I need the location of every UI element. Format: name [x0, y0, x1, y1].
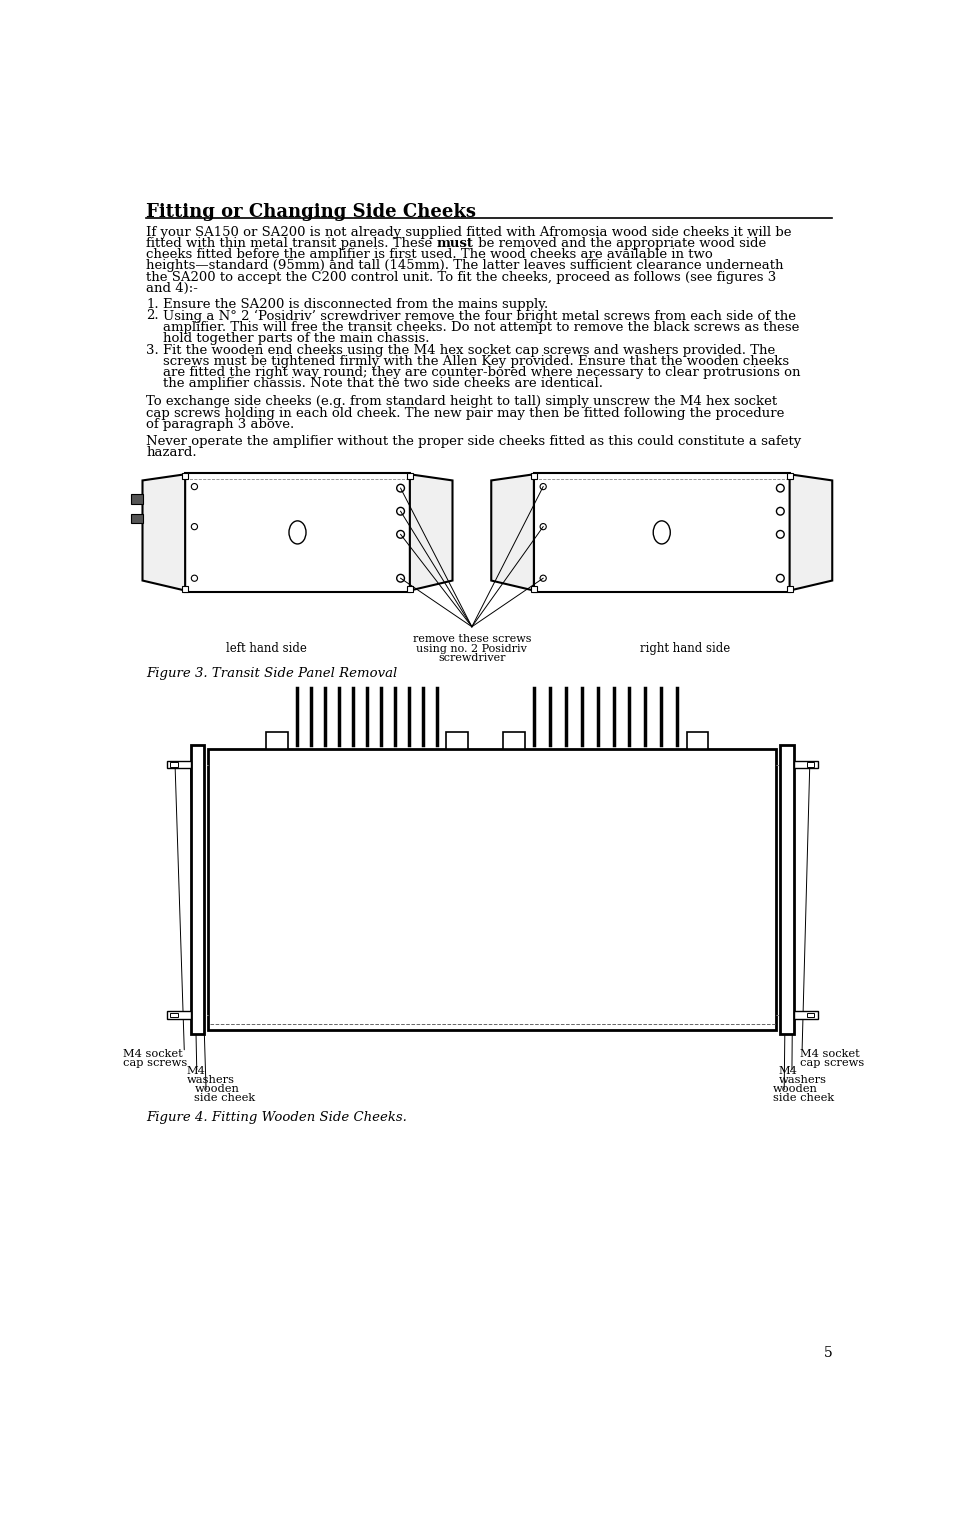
- Circle shape: [192, 483, 197, 490]
- Text: cheeks fitted before the amplifier is first used. The wood cheeks are available : cheeks fitted before the amplifier is fi…: [146, 248, 713, 262]
- Text: hazard.: hazard.: [146, 447, 196, 459]
- Circle shape: [192, 575, 197, 581]
- Circle shape: [776, 531, 783, 539]
- Text: and 4):-: and 4):-: [146, 282, 198, 295]
- Ellipse shape: [653, 520, 670, 545]
- Text: washers: washers: [187, 1076, 234, 1085]
- Bar: [785, 586, 792, 592]
- Polygon shape: [410, 474, 452, 591]
- Bar: [794, 1011, 817, 1019]
- Ellipse shape: [289, 520, 306, 545]
- Bar: [171, 762, 178, 767]
- Polygon shape: [491, 474, 534, 591]
- Bar: [806, 762, 814, 767]
- Bar: [185, 473, 410, 592]
- Text: Fit the wooden end cheeks using the M4 hex socket cap screws and washers provide: Fit the wooden end cheeks using the M4 h…: [163, 344, 775, 356]
- Circle shape: [539, 575, 546, 581]
- Bar: [182, 473, 188, 479]
- Bar: [530, 473, 537, 479]
- Bar: [167, 760, 191, 768]
- Bar: [191, 745, 204, 1034]
- Bar: [502, 733, 524, 750]
- Circle shape: [396, 508, 404, 516]
- Circle shape: [776, 485, 783, 493]
- Text: washers: washers: [778, 1076, 826, 1085]
- Polygon shape: [142, 474, 185, 591]
- Text: To exchange side cheeks (e.g. from standard height to tall) simply unscrew the M: To exchange side cheeks (e.g. from stand…: [146, 395, 777, 409]
- Text: remove these screws: remove these screws: [413, 635, 531, 644]
- Text: cap screws: cap screws: [123, 1057, 187, 1068]
- Bar: [266, 733, 288, 750]
- Text: 5: 5: [822, 1346, 831, 1360]
- Text: M4: M4: [187, 1066, 205, 1077]
- Circle shape: [396, 531, 404, 539]
- Text: side cheek: side cheek: [194, 1092, 255, 1103]
- Bar: [167, 1011, 191, 1019]
- Bar: [686, 733, 707, 750]
- Bar: [806, 1013, 814, 1017]
- Bar: [208, 750, 776, 1030]
- Bar: [131, 494, 143, 503]
- Text: cap screws holding in each old cheek. The new pair may then be fitted following : cap screws holding in each old cheek. Th…: [146, 407, 784, 419]
- Circle shape: [776, 574, 783, 581]
- Text: Using a N° 2 ‘Posidriv’ screwdriver remove the four bright metal screws from eac: Using a N° 2 ‘Posidriv’ screwdriver remo…: [163, 309, 796, 323]
- Text: wooden: wooden: [772, 1085, 817, 1094]
- Text: amplifier. This will free the transit cheeks. Do not attempt to remove the black: amplifier. This will free the transit ch…: [163, 321, 799, 334]
- Bar: [530, 586, 537, 592]
- Bar: [794, 760, 817, 768]
- Polygon shape: [789, 474, 831, 591]
- Text: cap screws: cap screws: [799, 1057, 863, 1068]
- Text: side cheek: side cheek: [772, 1092, 833, 1103]
- Bar: [406, 473, 413, 479]
- Text: using no. 2 Posidriv: using no. 2 Posidriv: [416, 644, 527, 653]
- Text: screws must be tightened firmly with the Allen Key provided. Ensure that the woo: screws must be tightened firmly with the…: [163, 355, 789, 367]
- Text: be removed and the appropriate wood side: be removed and the appropriate wood side: [474, 237, 765, 249]
- Text: M4 socket: M4 socket: [799, 1050, 859, 1059]
- Text: the amplifier chassis. Note that the two side cheeks are identical.: the amplifier chassis. Note that the two…: [163, 378, 603, 390]
- Circle shape: [776, 508, 783, 516]
- Text: must: must: [436, 237, 474, 249]
- Circle shape: [396, 574, 404, 581]
- Text: are fitted the right way round; they are counter-bored where necessary to clear : are fitted the right way round; they are…: [163, 366, 801, 379]
- Text: Fitting or Changing Side Cheeks: Fitting or Changing Side Cheeks: [146, 203, 476, 220]
- Bar: [446, 733, 468, 750]
- Text: screwdriver: screwdriver: [437, 653, 505, 662]
- Bar: [534, 473, 789, 592]
- Bar: [406, 586, 413, 592]
- Text: 1.: 1.: [146, 297, 159, 311]
- Text: heights—standard (95mm) and tall (145mm). The latter leaves sufficient clearance: heights—standard (95mm) and tall (145mm)…: [146, 260, 783, 272]
- Text: Ensure the SA200 is disconnected from the mains supply.: Ensure the SA200 is disconnected from th…: [163, 297, 548, 311]
- Text: hold together parts of the main chassis.: hold together parts of the main chassis.: [163, 332, 430, 344]
- Circle shape: [396, 485, 404, 493]
- Text: fitted with thin metal transit panels. These: fitted with thin metal transit panels. T…: [146, 237, 436, 249]
- Text: 3.: 3.: [146, 344, 159, 356]
- Text: Never operate the amplifier without the proper side cheeks fitted as this could : Never operate the amplifier without the …: [146, 435, 801, 448]
- Text: the SA200 to accept the C200 control unit. To fit the cheeks, proceed as follows: the SA200 to accept the C200 control uni…: [146, 271, 776, 283]
- Circle shape: [539, 483, 546, 490]
- Text: 2.: 2.: [146, 309, 159, 323]
- Bar: [131, 514, 143, 523]
- Text: M4: M4: [778, 1066, 797, 1077]
- Bar: [171, 1013, 178, 1017]
- Circle shape: [539, 523, 546, 529]
- Text: Figure 4. Fitting Wooden Side Cheeks.: Figure 4. Fitting Wooden Side Cheeks.: [146, 1111, 407, 1125]
- Text: Figure 3. Transit Side Panel Removal: Figure 3. Transit Side Panel Removal: [146, 667, 397, 679]
- Bar: [780, 745, 794, 1034]
- Bar: [182, 586, 188, 592]
- Text: of paragraph 3 above.: of paragraph 3 above.: [146, 418, 294, 430]
- Text: right hand side: right hand side: [639, 643, 729, 655]
- Bar: [785, 473, 792, 479]
- Text: left hand side: left hand side: [226, 643, 307, 655]
- Text: M4 socket: M4 socket: [123, 1050, 183, 1059]
- Circle shape: [192, 523, 197, 529]
- Text: wooden: wooden: [194, 1085, 239, 1094]
- Text: If your SA150 or SA200 is not already supplied fitted with Afromosia wood side c: If your SA150 or SA200 is not already su…: [146, 226, 791, 239]
